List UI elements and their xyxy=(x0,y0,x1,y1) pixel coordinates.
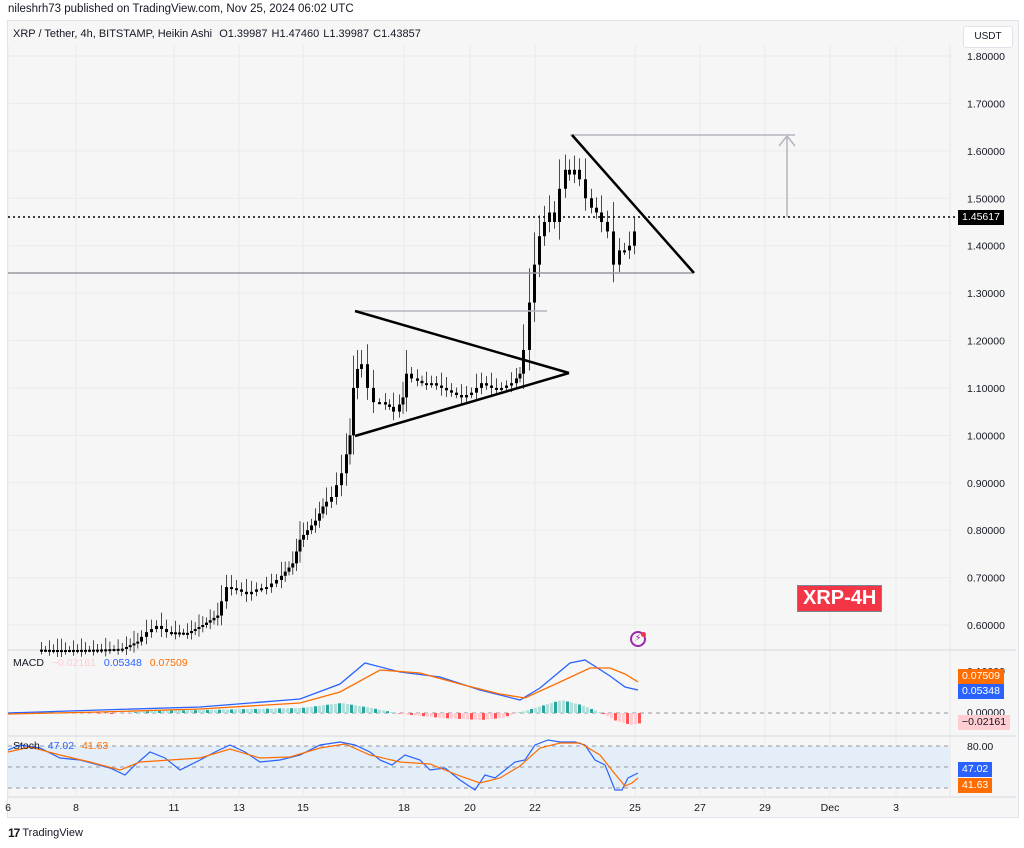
svg-text:0.90000: 0.90000 xyxy=(967,478,1005,490)
svg-text:1.10000: 1.10000 xyxy=(967,383,1005,395)
svg-text:1.70000: 1.70000 xyxy=(967,98,1005,110)
svg-text:1.80000: 1.80000 xyxy=(967,51,1005,63)
stoch-label: Stoch xyxy=(13,740,40,752)
svg-text:0.60000: 0.60000 xyxy=(967,620,1005,632)
svg-text:11: 11 xyxy=(169,802,180,814)
macd-hist-tag: −0.02161 xyxy=(958,715,1011,730)
svg-text:22: 22 xyxy=(529,802,541,814)
svg-text:8: 8 xyxy=(73,802,79,814)
publisher-line: nileshrh73 published on TradingView.com,… xyxy=(8,3,354,15)
svg-text:20: 20 xyxy=(464,802,476,814)
svg-text:15: 15 xyxy=(297,802,309,814)
ohlc-high: H1.47460 xyxy=(271,28,320,40)
last-price-tag: 1.45617 xyxy=(958,210,1004,225)
svg-text:6: 6 xyxy=(5,802,11,814)
stoch-d-value: 41.63 xyxy=(81,740,109,752)
stoch-k-value: 47.02 xyxy=(47,740,75,752)
macd-value: 0.05348 xyxy=(103,657,142,669)
ohlc-low: L1.39987 xyxy=(323,28,370,40)
svg-text:Dec: Dec xyxy=(821,802,840,814)
macd-hist-value: −0.02161 xyxy=(51,657,96,669)
macd-legend: MACD −0.02161 0.05348 0.07509 xyxy=(13,657,188,669)
macd-value-tag: 0.05348 xyxy=(958,684,1004,699)
svg-text:18: 18 xyxy=(398,802,410,814)
notification-dot-icon xyxy=(641,632,646,637)
drawings xyxy=(8,134,955,438)
ohlc-close: C1.43857 xyxy=(373,28,421,40)
tradingview-logo-icon: 17 xyxy=(8,826,20,840)
stoch-legend: Stoch 47.02 41.63 xyxy=(13,740,108,752)
svg-text:1.00000: 1.00000 xyxy=(967,430,1005,442)
svg-text:1.20000: 1.20000 xyxy=(967,336,1005,348)
bolt-icon[interactable]: ⚡ xyxy=(630,631,646,647)
stoch-k-tag: 47.02 xyxy=(958,762,993,777)
tradingview-brand: TradingView xyxy=(22,827,83,839)
symbol-title: XRP / Tether, 4h, BITSTAMP, Heikin Ashi xyxy=(13,28,213,40)
ohlc-open: O1.39987 xyxy=(219,28,268,40)
macd-signal-tag: 0.07509 xyxy=(958,669,1004,684)
tradingview-footer[interactable]: 17 TradingView xyxy=(8,826,83,840)
svg-text:80.00: 80.00 xyxy=(967,741,993,753)
svg-text:13: 13 xyxy=(233,802,245,814)
currency-button[interactable]: USDT xyxy=(963,26,1013,48)
symbol-legend: XRP / Tether, 4h, BITSTAMP, Heikin Ashi … xyxy=(13,28,425,40)
svg-text:0.70000: 0.70000 xyxy=(967,573,1005,585)
svg-text:1.40000: 1.40000 xyxy=(967,241,1005,253)
chart-frame[interactable] xyxy=(7,20,1019,818)
macd-pane: 0.100000.00000 xyxy=(7,659,1005,725)
svg-text:25: 25 xyxy=(629,802,641,814)
macd-label: MACD xyxy=(13,657,44,669)
svg-text:1.50000: 1.50000 xyxy=(967,193,1005,205)
xrp-4h-label: XRP-4H xyxy=(797,585,883,612)
svg-text:1.60000: 1.60000 xyxy=(967,146,1005,158)
svg-text:27: 27 xyxy=(694,802,706,814)
svg-text:29: 29 xyxy=(759,802,771,814)
svg-text:3: 3 xyxy=(893,802,899,814)
svg-text:1.30000: 1.30000 xyxy=(967,288,1005,300)
stoch-pane: 80.00 xyxy=(7,739,993,791)
stoch-d-tag: 41.63 xyxy=(958,778,993,793)
macd-signal-value: 0.07509 xyxy=(149,657,188,669)
svg-text:0.80000: 0.80000 xyxy=(967,525,1005,537)
candles xyxy=(40,154,636,657)
